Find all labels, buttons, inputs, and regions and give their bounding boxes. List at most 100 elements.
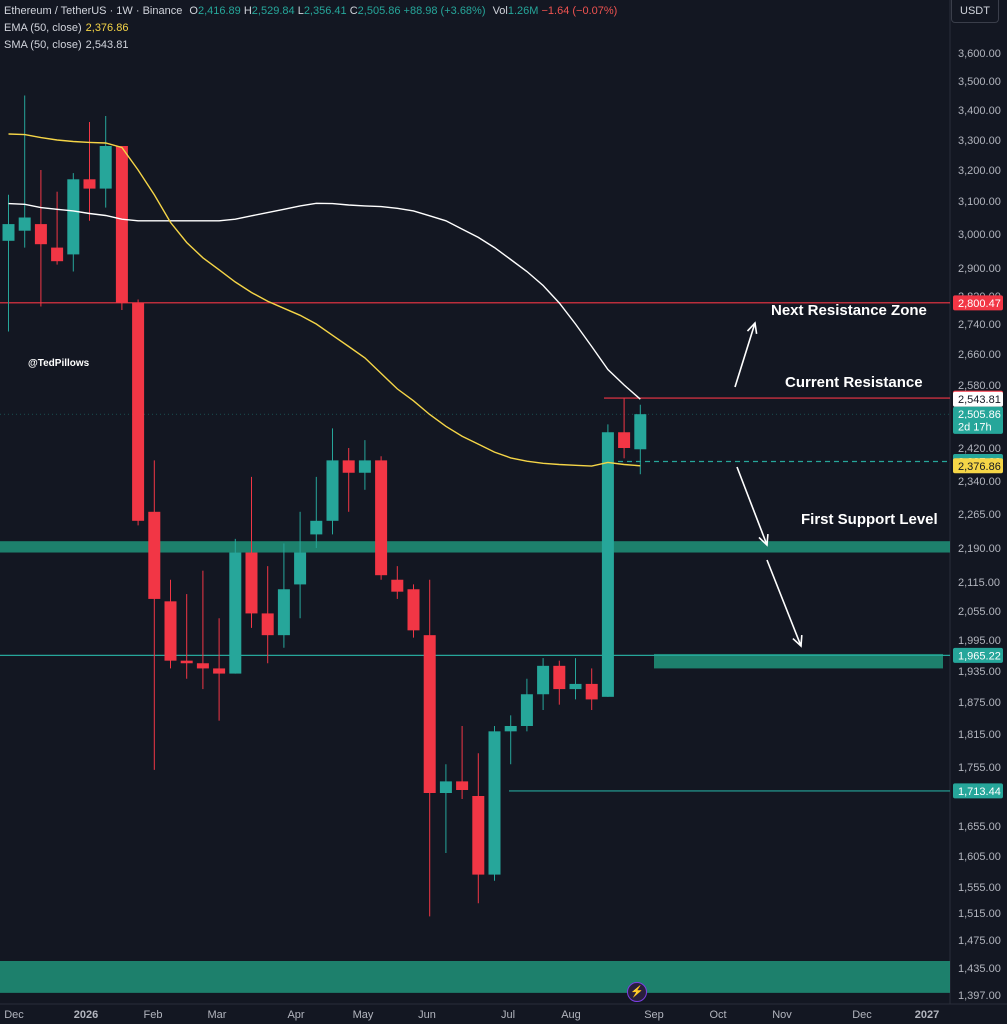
ema-legend-row[interactable]: EMA (50, close) 2,376.86 bbox=[4, 20, 617, 37]
candle-body bbox=[196, 663, 209, 669]
arrow-to-second-support bbox=[766, 559, 803, 648]
candle-body bbox=[472, 796, 485, 875]
candle-body bbox=[423, 635, 436, 793]
price-label-text: 1,965.22 bbox=[958, 650, 1001, 662]
y-tick-label: 3,000.00 bbox=[958, 229, 1001, 241]
currency-selector[interactable]: USDT bbox=[951, 0, 999, 23]
candle bbox=[407, 584, 420, 638]
y-tick-label: 2,340.00 bbox=[958, 476, 1001, 488]
y-tick-label: 2,265.00 bbox=[958, 509, 1001, 521]
ema-line bbox=[8, 133, 641, 467]
candle-body bbox=[456, 781, 469, 790]
first-support-zone bbox=[0, 541, 950, 553]
price-label-bg bbox=[953, 647, 1003, 663]
candle bbox=[245, 476, 258, 628]
ema-label: EMA (50, close) bbox=[4, 22, 82, 34]
y-tick-label: 1,755.00 bbox=[958, 762, 1001, 774]
arrow-shaft bbox=[736, 466, 768, 546]
price-label-text: 2,543.81 bbox=[958, 394, 1001, 406]
candle-body bbox=[51, 247, 64, 262]
candle bbox=[439, 764, 452, 853]
candle bbox=[132, 299, 145, 526]
y-tick-label: 1,655.00 bbox=[958, 821, 1001, 833]
candle-body bbox=[391, 579, 404, 592]
candle-body bbox=[569, 683, 582, 690]
sma-value: 2,543.81 bbox=[85, 39, 129, 51]
candle bbox=[67, 173, 80, 272]
sma-line bbox=[8, 202, 641, 400]
candle-body bbox=[83, 179, 96, 189]
candle bbox=[310, 476, 323, 548]
candle-body bbox=[245, 552, 258, 614]
price-label: 1,965.22 bbox=[953, 647, 1003, 663]
y-tick-label: 1,555.00 bbox=[958, 882, 1001, 894]
candle bbox=[115, 146, 128, 310]
candle-body bbox=[115, 146, 128, 303]
y-tick-label: 1,935.00 bbox=[958, 666, 1001, 678]
candle-body bbox=[34, 224, 47, 245]
candle-body bbox=[407, 589, 420, 631]
price-label-bg bbox=[953, 295, 1003, 311]
arrow-shaft bbox=[766, 559, 802, 647]
price-label-text: 1,713.44 bbox=[958, 786, 1001, 798]
symbol-title[interactable]: Ethereum / TetherUS · 1W · Binance bbox=[4, 5, 183, 17]
next-resistance-annotation: Next Resistance Zone bbox=[771, 302, 927, 319]
candle-body bbox=[520, 694, 533, 726]
candle bbox=[488, 726, 501, 881]
x-tick-label: Apr bbox=[287, 1009, 304, 1021]
y-tick-label: 2,190.00 bbox=[958, 543, 1001, 555]
candle bbox=[358, 440, 371, 490]
candle-body bbox=[229, 552, 242, 674]
candle bbox=[456, 726, 469, 799]
candle bbox=[180, 594, 193, 679]
candle-body bbox=[634, 414, 647, 450]
arrow-head bbox=[758, 533, 769, 547]
y-tick-label: 1,995.00 bbox=[958, 635, 1001, 647]
change-value: +88.98 (+3.68%) bbox=[403, 5, 486, 17]
x-tick-label: 2027 bbox=[915, 1009, 939, 1021]
price-label-text: 2,505.86 bbox=[958, 409, 1001, 421]
candle bbox=[294, 511, 307, 619]
y-tick-label: 3,500.00 bbox=[958, 76, 1001, 88]
candle bbox=[569, 658, 582, 700]
y-tick-label: 2,900.00 bbox=[958, 263, 1001, 275]
candle bbox=[537, 658, 550, 710]
candle-body bbox=[99, 146, 112, 189]
current-resistance-annotation: Current Resistance bbox=[785, 374, 923, 391]
price-label-text: 2,800.47 bbox=[958, 298, 1001, 310]
candle-body bbox=[504, 726, 517, 732]
y-tick-label: 2,115.00 bbox=[958, 577, 1000, 589]
y-tick-label: 2,740.00 bbox=[958, 319, 1001, 331]
candle bbox=[423, 579, 436, 917]
y-tick-label: 1,475.00 bbox=[958, 935, 1001, 947]
sma-legend-row[interactable]: SMA (50, close) 2,543.81 bbox=[4, 37, 617, 54]
price-label: 2,376.86 bbox=[953, 458, 1003, 474]
candle bbox=[277, 543, 290, 648]
candle bbox=[18, 95, 31, 248]
candle bbox=[553, 660, 566, 705]
candle bbox=[34, 170, 47, 307]
event-marker-icon[interactable]: ⚡ bbox=[627, 982, 647, 1002]
candle bbox=[261, 566, 274, 664]
candle bbox=[51, 191, 64, 265]
x-tick-label: Mar bbox=[208, 1009, 227, 1021]
candle bbox=[229, 538, 242, 674]
arrow-shaft bbox=[734, 322, 756, 388]
price-label-bg bbox=[953, 418, 1003, 434]
arrow-head bbox=[746, 321, 758, 334]
x-tick-label: Dec bbox=[852, 1009, 872, 1021]
candle-body bbox=[618, 432, 631, 448]
candle bbox=[326, 428, 339, 535]
candle-body bbox=[310, 520, 323, 535]
low-label: L bbox=[297, 5, 304, 17]
candle-body bbox=[180, 660, 193, 664]
y-tick-label: 2,420.00 bbox=[958, 443, 1001, 455]
high-label: H bbox=[243, 5, 252, 17]
vol-value: 1.26M bbox=[507, 5, 539, 17]
candle-body bbox=[601, 432, 614, 697]
candle-body bbox=[358, 460, 371, 473]
y-tick-label: 1,435.00 bbox=[958, 963, 1001, 975]
candle-body bbox=[67, 179, 80, 255]
candle bbox=[342, 448, 355, 512]
